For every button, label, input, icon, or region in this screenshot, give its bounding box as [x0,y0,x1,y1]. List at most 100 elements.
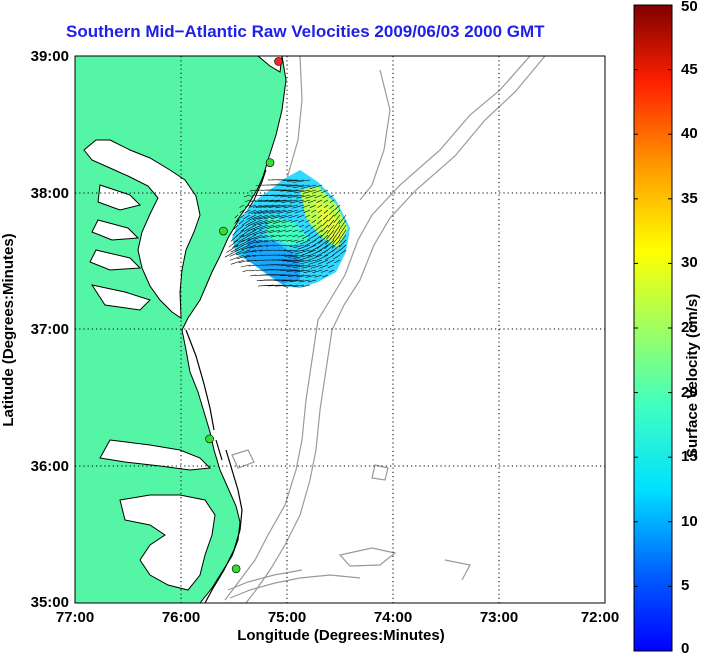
radar-station-marker [231,564,241,574]
velocity-arrow [311,209,317,213]
velocity-arrow [275,224,287,229]
velocity-arrow [251,249,263,253]
velocity-arrow [253,229,269,236]
velocity-arrow [241,244,257,250]
velocity-arrow [284,254,299,257]
velocity-arrow [283,249,293,252]
radar-station-marker [205,434,214,444]
velocity-arrow [285,244,293,247]
velocity-arrow [300,259,317,265]
velocity-arrow [242,219,251,226]
velocity-arrow [237,224,245,231]
velocity-arrow [244,254,257,258]
velocity-arrow [271,214,287,219]
velocity-arrow [298,279,311,283]
radar-station-marker [219,226,228,236]
velocity-arrow [322,194,329,198]
velocity-arrow [307,254,323,261]
velocity-arrow [319,264,329,269]
velocity-arrow [268,199,287,202]
y-axis-label: Latitude (Degrees:Minutes) [0,233,17,426]
velocity-arrow [301,284,311,288]
velocity-arrow [249,204,257,208]
velocity-arrow [274,279,293,281]
velocity-arrow [224,249,239,258]
velocity-arrow [268,229,281,234]
velocity-arrow [304,239,317,247]
velocity-arrow [332,229,341,241]
velocity-arrow [242,229,257,238]
velocity-arrow [308,229,317,235]
velocity-arrow [329,199,335,204]
velocity-arrow [243,249,257,254]
velocity-arrow [294,269,311,273]
velocity-arrow [303,189,317,194]
velocity-arrow [294,209,305,214]
x-tick: 75:00 [268,609,306,626]
x-axis-label: Longitude (Degrees:Minutes) [237,627,445,644]
velocity-arrow [317,259,329,265]
velocity-arrow [245,219,257,226]
velocity-arrow [292,184,311,188]
velocity-arrow [295,249,311,255]
velocity-arrow [333,254,341,260]
velocity-arrow [236,254,251,260]
velocity-arrow [239,229,251,238]
velocity-arrow [322,219,329,227]
velocity-arrow [274,199,293,203]
velocity-arrow [281,279,299,282]
velocity-arrow [255,204,269,208]
colorbar-label: Surface Velocity (cm/s) [684,293,701,458]
velocity-arrow [309,184,323,190]
colorbar-tick-label: 30 [681,254,698,272]
velocity-arrow [281,199,299,203]
velocity-arrow [289,199,305,204]
velocity-arrow [273,244,281,247]
velocity-arrow [252,224,269,231]
velocity-arrow [317,214,323,219]
velocity-arrow [262,234,275,239]
velocity-arrow [326,224,335,234]
velocity-arrow [333,214,341,223]
velocity-arrow [269,194,287,196]
velocity-arrow [283,204,299,209]
velocity-arrow [283,224,293,228]
velocity-arrow [339,234,347,244]
colorbar-tick-label: 35 [681,189,698,207]
velocity-arrow [288,214,299,219]
x-tick: 73:00 [480,609,518,626]
velocity-arrow [239,209,245,213]
velocity-arrow [258,219,275,226]
velocity-arrow [249,244,263,249]
velocity-arrow [283,284,299,287]
velocity-arrow [292,259,311,264]
velocity-arrow [304,214,311,218]
velocity-arrow [232,229,239,236]
velocity-arrow [277,229,287,233]
velocity-arrow [262,284,281,287]
velocity-arrow [298,219,305,223]
velocity-arrow [326,259,335,264]
velocity-arrow [287,194,305,198]
velocity-arrow [323,199,329,203]
x-tick-labels: 77:00 76:00 75:00 74:00 73:00 72:00 [56,609,619,626]
velocity-arrow [293,254,311,259]
colorbar-tick-label: 5 [681,577,690,595]
velocity-arrow [328,269,335,273]
x-tick: 72:00 [581,609,619,626]
velocity-arrow [340,249,347,255]
velocity-arrow [280,244,287,247]
velocity-arrow [239,204,245,208]
velocity-arrow [262,209,281,214]
grid-lines [75,56,605,603]
velocity-arrow [299,239,311,245]
velocity-arrow [279,239,287,242]
velocity-arrow [255,184,263,186]
velocity-arrow [281,254,293,256]
velocity-arrow [249,269,257,272]
velocity-arrow [305,274,317,278]
x-tick: 74:00 [374,609,412,626]
velocity-arrow [293,264,311,268]
velocity-arrow [334,204,341,211]
